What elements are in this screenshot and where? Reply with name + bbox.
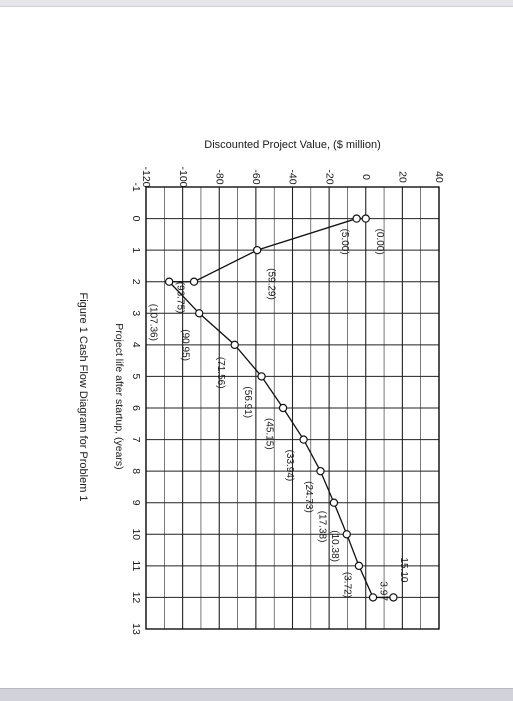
x-axis-title: Project life after startup, (years) bbox=[113, 323, 125, 469]
cash-flow-chart: (0.00) (5.00) (59.29) (93.75) (107.36) (90.95… bbox=[77, 139, 445, 635]
plot-frame bbox=[145, 186, 440, 630]
data-label: (107.36) bbox=[148, 304, 159, 341]
data-point bbox=[194, 309, 204, 318]
data-label: (59.29) bbox=[266, 268, 277, 300]
window-top-bar bbox=[0, 0, 513, 7]
y-tick-label: -60 bbox=[250, 169, 262, 184]
data-point bbox=[342, 530, 351, 539]
y-tick-label: 40 bbox=[433, 171, 445, 183]
tick-layer: -120 -100 -80 -60 -40 -20 0 20 40-10123456789101… bbox=[130, 166, 445, 635]
data-point bbox=[354, 561, 364, 571]
data-point bbox=[361, 214, 370, 223]
data-point bbox=[252, 245, 262, 255]
data-label: (45.15) bbox=[263, 418, 274, 450]
x-tick-label: 10 bbox=[130, 528, 142, 540]
data-label: 15.10 bbox=[398, 557, 409, 582]
y-tick-label: -120 bbox=[140, 166, 152, 187]
y-tick-label: 20 bbox=[397, 171, 409, 183]
x-tick-label: 2 bbox=[130, 279, 142, 285]
x-tick-label: 3 bbox=[130, 310, 142, 316]
y-axis-title: Discounted Project Value, ($ million) bbox=[204, 139, 380, 151]
data-point bbox=[329, 498, 339, 507]
x-tick-label: -1 bbox=[130, 182, 142, 191]
data-label: (17.38) bbox=[316, 511, 327, 543]
x-tick-label: 11 bbox=[130, 560, 142, 571]
window-bottom-bar bbox=[0, 688, 513, 701]
data-label: (10.38) bbox=[329, 530, 340, 562]
series-layer bbox=[164, 214, 398, 602]
figure-caption: Figure 1 Cash Flow Diagram for Problem 1 bbox=[77, 292, 89, 501]
x-tick-label: 13 bbox=[130, 623, 142, 635]
document-page: (0.00) (5.00) (59.29) (93.75) (107.36) (90.95… bbox=[0, 7, 513, 688]
data-point bbox=[368, 593, 378, 602]
x-tick-label: 7 bbox=[130, 437, 142, 443]
data-point bbox=[316, 466, 325, 476]
data-label: (90.95) bbox=[180, 329, 191, 361]
data-label: (33.94) bbox=[284, 450, 295, 482]
data-point bbox=[352, 214, 361, 223]
x-tick-label: 0 bbox=[130, 216, 142, 222]
data-point bbox=[299, 435, 308, 444]
data-point bbox=[389, 593, 398, 602]
data-point bbox=[230, 340, 239, 350]
data-label: (24.73) bbox=[303, 481, 314, 513]
y-tick-label: -100 bbox=[177, 166, 189, 187]
x-tick-label: 9 bbox=[130, 500, 142, 506]
x-axis-title-group: Project life after startup, (years) bbox=[113, 323, 125, 469]
y-tick-label: -20 bbox=[323, 169, 335, 184]
x-tick-label: 1 bbox=[130, 247, 142, 253]
data-point bbox=[189, 277, 199, 286]
x-tick-label: 12 bbox=[130, 592, 142, 604]
data-point bbox=[257, 372, 266, 381]
data-label: (3.72) bbox=[341, 572, 352, 598]
y-tick-label: -40 bbox=[287, 169, 299, 184]
data-label: (93.75) bbox=[174, 282, 185, 314]
x-tick-label: 5 bbox=[130, 374, 142, 380]
label-layer: (0.00) (5.00) (59.29) (93.75) (107.36) (90.95… bbox=[148, 229, 409, 602]
y-tick-label: 0 bbox=[360, 174, 372, 180]
data-label: (0.00) bbox=[374, 229, 385, 255]
x-tick-label: 8 bbox=[130, 468, 142, 474]
caption-group: Figure 1 Cash Flow Diagram for Problem 1 bbox=[77, 292, 89, 501]
data-point bbox=[164, 277, 174, 286]
series-line bbox=[167, 217, 394, 599]
y-tick-label: -80 bbox=[213, 169, 225, 184]
grid-layer bbox=[145, 186, 440, 630]
data-label: (56.91) bbox=[242, 386, 253, 418]
x-tick-label: 4 bbox=[130, 342, 142, 348]
data-label: (71.56) bbox=[215, 357, 226, 389]
data-label: 3.97 bbox=[377, 581, 388, 601]
x-tick-label: 6 bbox=[130, 405, 142, 411]
data-label: (5.00) bbox=[339, 229, 350, 255]
data-point bbox=[278, 403, 288, 413]
